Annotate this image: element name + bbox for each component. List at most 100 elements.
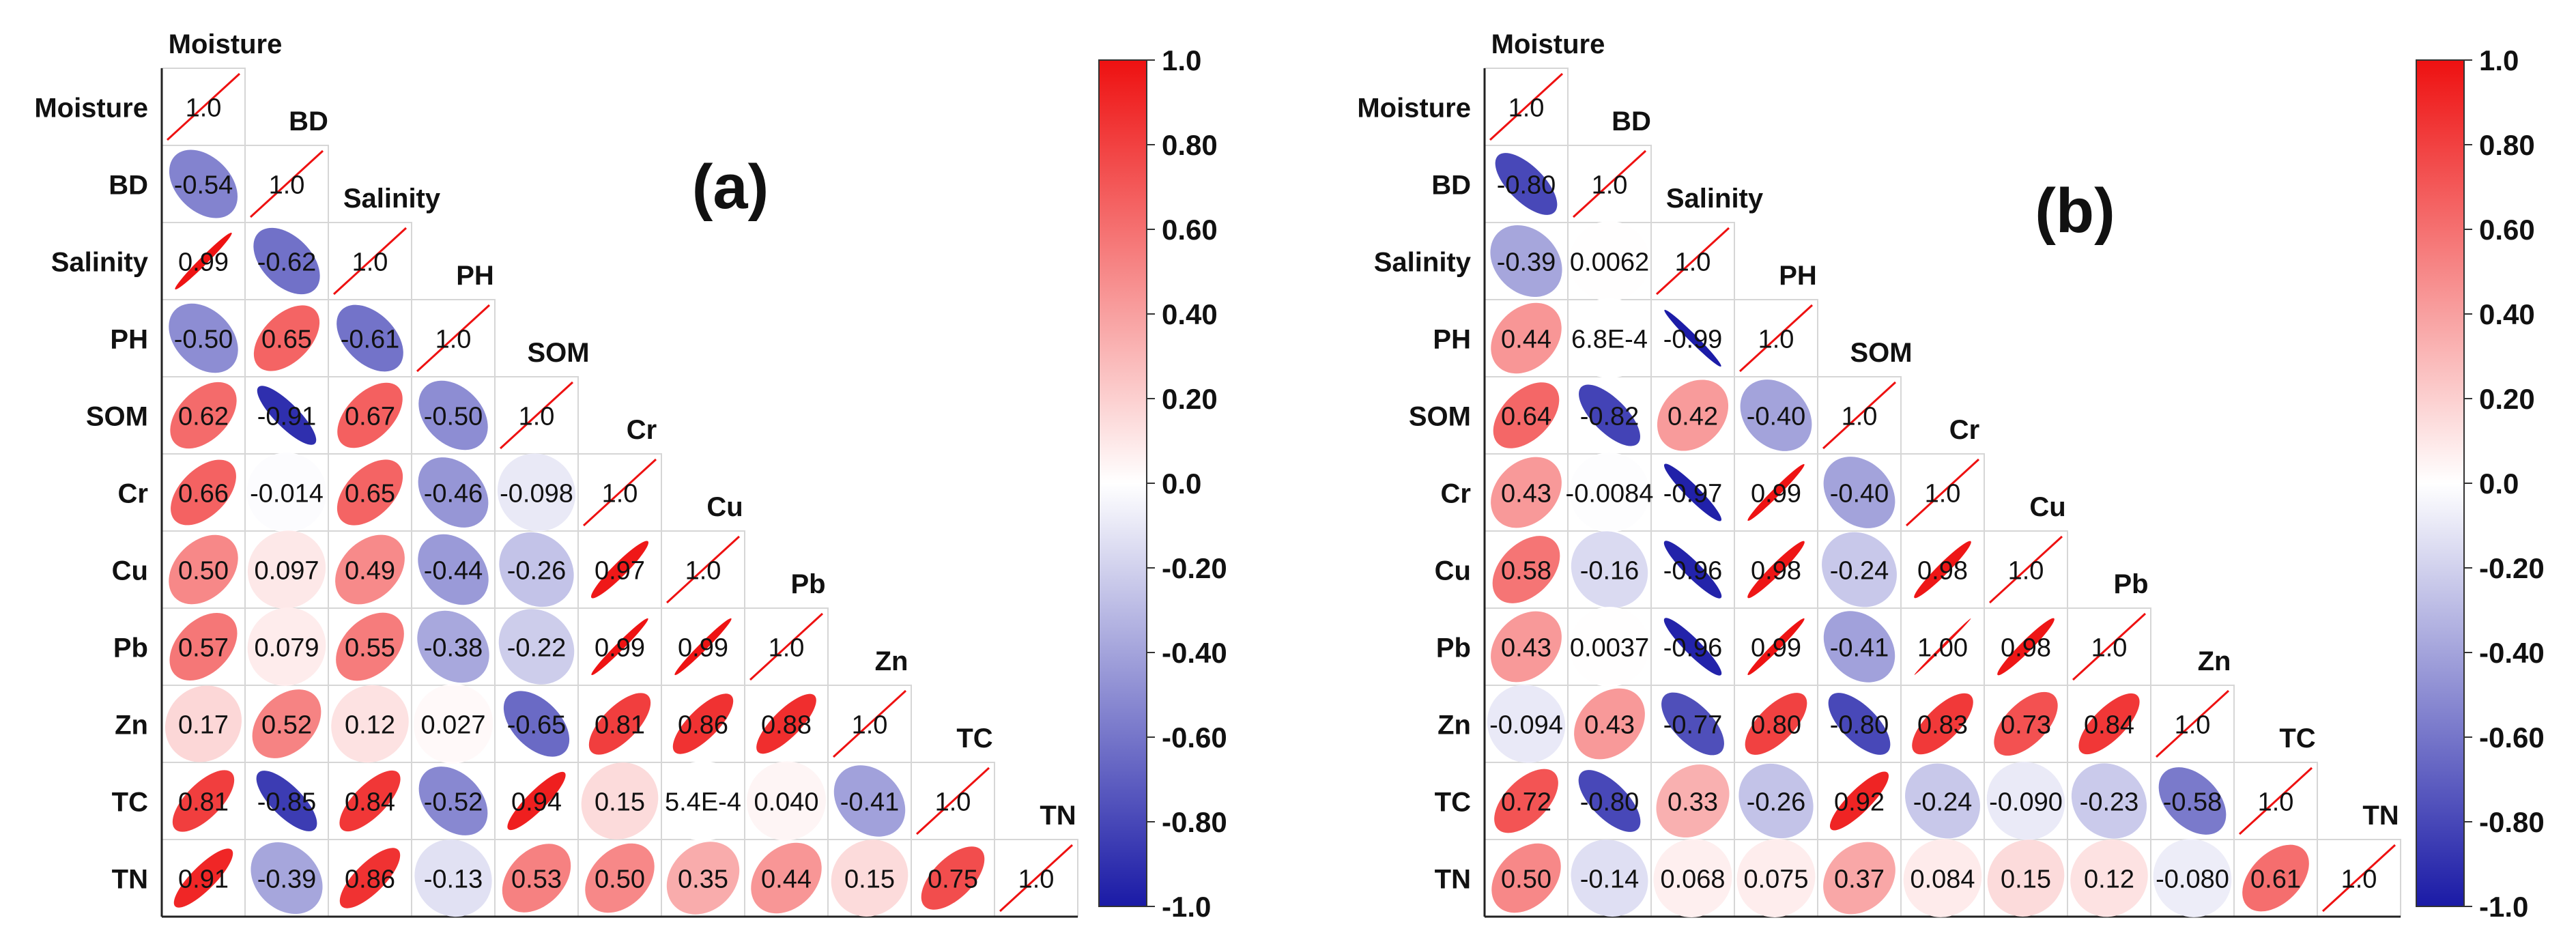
cell-value-label: 0.12	[345, 711, 395, 740]
correlation-ellipse	[1829, 771, 1889, 831]
cell-value-label: -0.41	[1830, 634, 1889, 663]
correlation-ellipse	[1747, 541, 1805, 599]
diagonal-mark	[915, 766, 990, 835]
cell-value-label: -0.77	[1663, 711, 1723, 740]
row-label: Zn	[115, 711, 148, 741]
cell-value-label: -0.41	[840, 788, 900, 817]
correlation-ellipse	[1986, 762, 2065, 840]
correlation-ellipse	[1492, 536, 1560, 603]
correlation-ellipse	[1912, 693, 1973, 755]
column-label: PH	[1779, 261, 1817, 291]
diagonal-mark	[166, 72, 241, 141]
correlation-panel-b: Moisture BD Salinity PH SOM Cr Cu Pb Zn TC TN Moist…	[1357, 29, 2544, 923]
row-label: BD	[1431, 171, 1471, 201]
cell-value-label: 1.0	[2008, 557, 2044, 586]
cell-value-label: 0.44	[761, 865, 812, 894]
column-label: Zn	[875, 646, 908, 676]
colorbar-tick-label: -0.40	[1162, 637, 1227, 669]
cell-value-label: -0.50	[174, 326, 233, 354]
cell-value-label: 0.15	[844, 865, 895, 894]
correlation-ellipse	[1997, 618, 2055, 676]
cell-value-label: 0.068	[1660, 865, 1725, 894]
column-label: SOM	[1850, 338, 1912, 368]
cell-value-label: 0.61	[2250, 865, 2301, 894]
colorbar-tick-label: 0.20	[2479, 383, 2535, 415]
cell-value-label: -0.13	[424, 865, 483, 894]
cell-value-label: -0.82	[1580, 403, 1640, 431]
cell-value-label: 0.12	[2084, 865, 2134, 894]
colorbar	[1098, 59, 1147, 907]
cell-value-label: 0.81	[178, 788, 229, 817]
correlation-ellipse	[1828, 693, 1891, 755]
cell-value-label: 0.99	[1751, 634, 1801, 663]
correlation-ellipse	[2153, 839, 2232, 917]
diagonal-mark	[1822, 381, 1897, 450]
colorbar-tick-label: -1.0	[1162, 891, 1211, 923]
cell-value-label: -0.85	[257, 788, 317, 817]
correlation-ellipse	[1994, 691, 2058, 756]
correlation-ellipse	[1653, 838, 1732, 918]
cell-value-label: -0.26	[507, 557, 567, 586]
correlation-ellipse	[921, 846, 985, 910]
correlation-ellipse	[1487, 685, 1566, 763]
cell-value-label: 1.0	[1842, 403, 1878, 431]
panel-label: (a)	[692, 152, 769, 222]
correlation-ellipse	[833, 765, 906, 837]
cell-value-label: -0.58	[2163, 788, 2222, 817]
diagonal-mark	[1655, 227, 1730, 296]
cell-value-label: 0.73	[2001, 711, 2051, 740]
cell-value-label: 0.43	[1501, 634, 1551, 663]
correlation-ellipse	[337, 304, 403, 372]
correlation-ellipse	[1663, 618, 1722, 676]
correlation-ellipse	[1495, 153, 1558, 215]
cell-value-label: -0.40	[1747, 403, 1806, 431]
cell-value-label: 0.50	[178, 557, 229, 586]
cell-value-label: 0.53	[511, 865, 562, 894]
correlation-ellipse	[1491, 457, 1562, 528]
row-label: SOM	[86, 402, 148, 432]
row-label: TN	[112, 865, 148, 895]
correlation-ellipse	[175, 232, 232, 290]
diagonal-mark	[1738, 304, 1814, 373]
correlation-ellipse	[1578, 770, 1641, 832]
cell-value-label: 1.0	[852, 711, 888, 740]
cell-value-label: 0.72	[1501, 788, 1551, 817]
cell-value-label: 1.0	[519, 403, 555, 431]
diagonal-mark	[1988, 535, 2063, 604]
row-label: Zn	[1437, 711, 1471, 741]
cell-value-label: 0.83	[1917, 711, 1968, 740]
cell-value-label: 1.0	[1758, 326, 1794, 354]
colorbar-tick-label: 1.0	[1162, 44, 1201, 76]
row-label: BD	[109, 171, 148, 201]
cell-value-label: -0.61	[341, 326, 400, 354]
colorbar-tick-label: -1.0	[2479, 891, 2528, 923]
diagonal-mark	[832, 689, 907, 758]
cell-value-label: 1.0	[1508, 94, 1545, 123]
column-label: SOM	[527, 338, 589, 368]
column-label: Cr	[1949, 415, 1979, 445]
cell-value-label: -0.094	[1489, 711, 1563, 740]
cell-value-label: -0.22	[507, 634, 567, 663]
cell-value-label: 0.0037	[1570, 634, 1649, 663]
cell-value-label: 1.0	[2091, 634, 2128, 663]
column-label: Cu	[2029, 492, 2065, 522]
correlation-ellipse	[1914, 618, 1971, 675]
cell-value-label: 0.64	[1501, 403, 1551, 431]
cell-value-label: 0.99	[1751, 480, 1801, 508]
correlation-ellipse	[831, 840, 908, 917]
correlation-ellipse	[1823, 611, 1895, 683]
column-label: Salinity	[1666, 184, 1764, 214]
correlation-ellipse	[1491, 843, 1561, 913]
correlation-ellipse	[1661, 692, 1724, 756]
cell-value-label: 0.98	[1751, 557, 1801, 586]
cell-value-label: -0.38	[424, 634, 483, 663]
row-label: Moisture	[34, 94, 148, 124]
row-label: Salinity	[51, 248, 149, 278]
diagonal-mark	[2238, 766, 2313, 835]
cell-value-label: 0.097	[254, 557, 319, 586]
cell-value-label: 0.0062	[1570, 248, 1649, 277]
row-label: PH	[110, 325, 148, 355]
correlation-ellipse	[1657, 379, 1729, 451]
cell-value-label: 0.49	[345, 557, 395, 586]
